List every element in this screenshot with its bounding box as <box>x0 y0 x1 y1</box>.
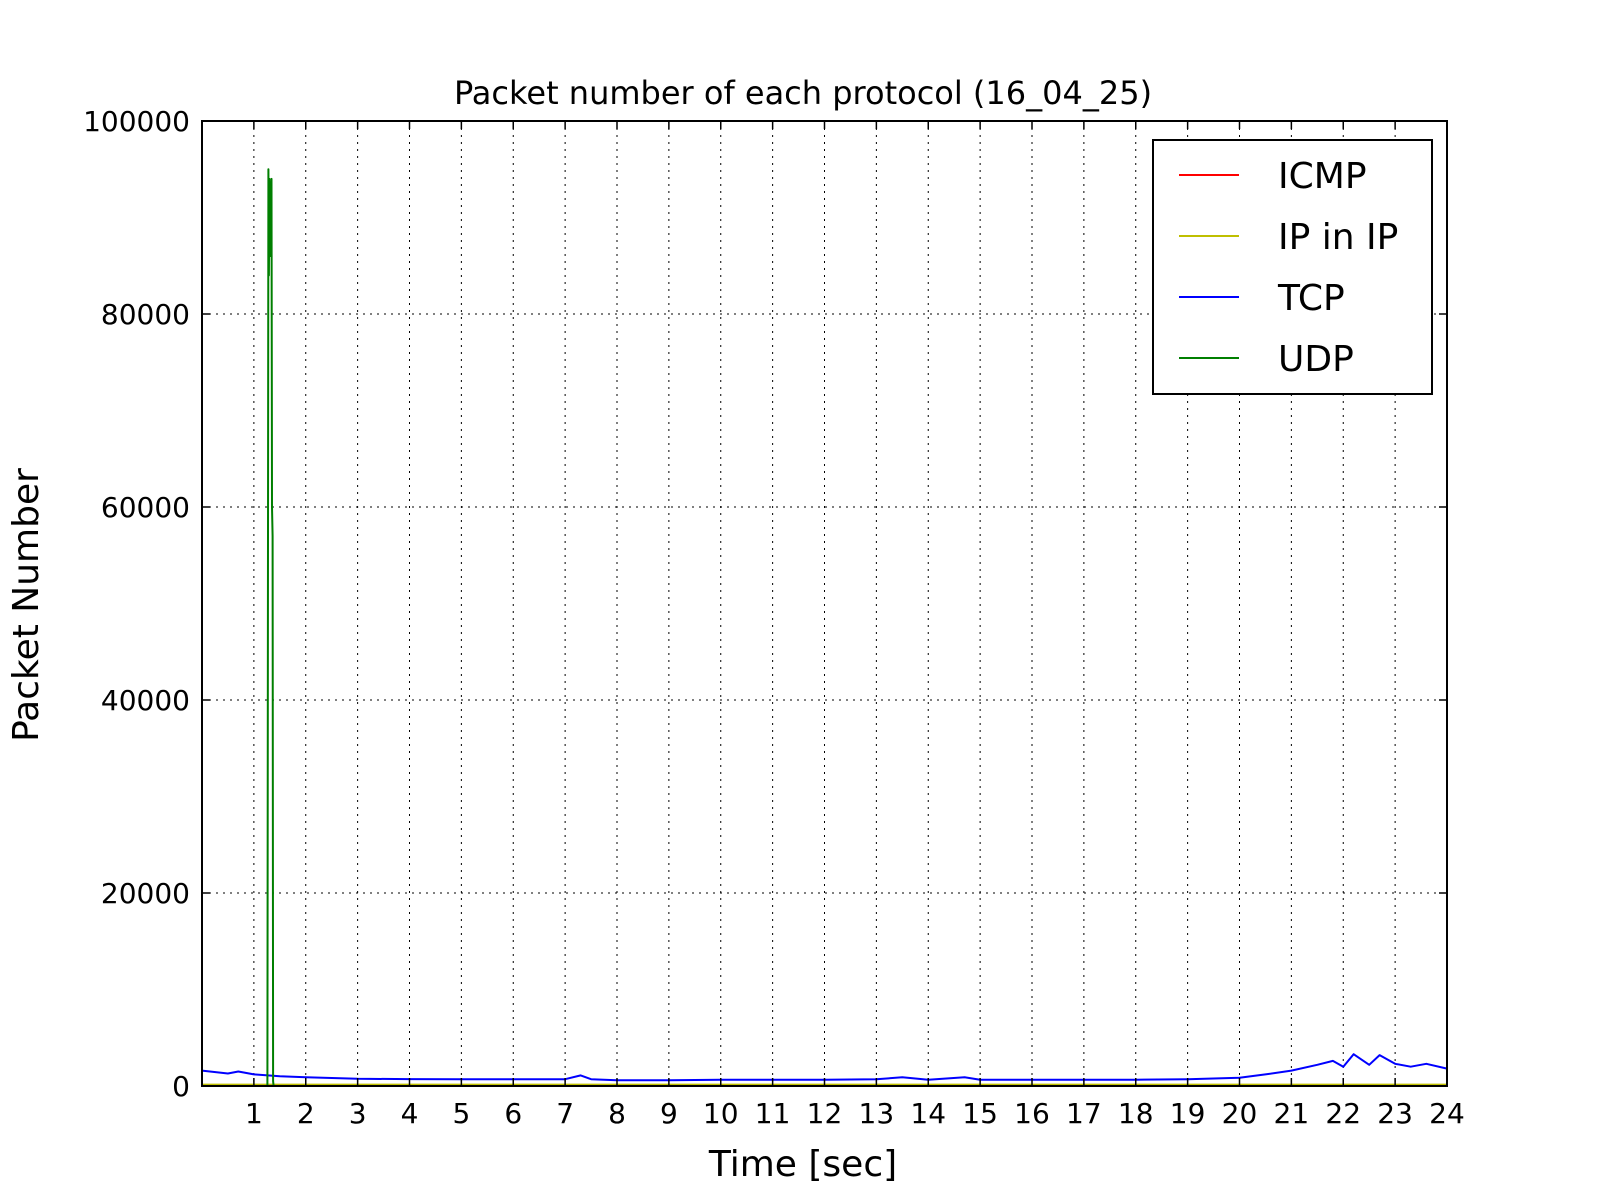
y-axis-label: Packet Number <box>6 468 47 742</box>
x-tick-label: 23 <box>1377 1097 1413 1130</box>
y-tick-label: 80000 <box>101 298 190 331</box>
y-tick-label: 60000 <box>101 491 190 524</box>
legend: ICMP IP in IP TCP UDP <box>1152 139 1433 395</box>
x-tick-label: 11 <box>755 1097 791 1130</box>
x-tick-label: 10 <box>703 1097 739 1130</box>
axis-ticks: 1 2 3 4 5 6 7 8 9 10 11 12 13 14 15 16 17 18 19 20 21 22 23 240… <box>83 105 1465 1130</box>
x-tick-label: 4 <box>401 1097 419 1130</box>
y-tick-label: 20000 <box>101 877 190 910</box>
x-tick-label: 6 <box>504 1097 522 1130</box>
legend-label: UDP <box>1278 339 1354 380</box>
x-tick-label: 22 <box>1325 1097 1361 1130</box>
x-tick-label: 20 <box>1222 1097 1258 1130</box>
y-tick-label: 40000 <box>101 684 190 717</box>
x-tick-label: 1 <box>245 1097 263 1130</box>
x-tick-label: 16 <box>1014 1097 1050 1130</box>
x-tick-label: 5 <box>452 1097 470 1130</box>
y-tick-label: 0 <box>172 1070 190 1103</box>
x-tick-label: 2 <box>297 1097 315 1130</box>
x-tick-label: 3 <box>349 1097 367 1130</box>
x-tick-label: 8 <box>608 1097 626 1130</box>
legend-box <box>1152 139 1433 395</box>
x-tick-label: 9 <box>660 1097 678 1130</box>
x-tick-label: 24 <box>1429 1097 1465 1130</box>
x-tick-label: 21 <box>1274 1097 1310 1130</box>
x-tick-label: 15 <box>962 1097 998 1130</box>
x-tick-label: 18 <box>1118 1097 1154 1130</box>
x-tick-label: 13 <box>859 1097 895 1130</box>
legend-label: ICMP <box>1278 156 1367 197</box>
chart-title: Packet number of each protocol (16_04_25… <box>454 74 1152 112</box>
x-tick-label: 7 <box>556 1097 574 1130</box>
x-axis-label: Time [sec] <box>708 1144 897 1185</box>
legend-label: IP in IP <box>1278 217 1398 258</box>
y-tick-label: 100000 <box>83 105 190 138</box>
x-tick-label: 12 <box>807 1097 843 1130</box>
x-tick-label: 14 <box>910 1097 946 1130</box>
series-line-tcp <box>201 1053 1448 1082</box>
x-tick-label: 19 <box>1170 1097 1206 1130</box>
legend-label: TCP <box>1277 278 1345 319</box>
x-tick-label: 17 <box>1066 1097 1102 1130</box>
